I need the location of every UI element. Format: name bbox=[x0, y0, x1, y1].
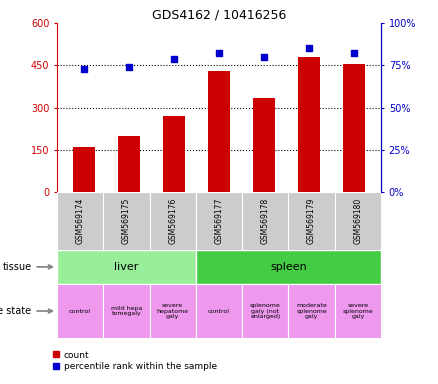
Bar bbox=[289, 284, 335, 338]
Text: severe
splenome
galy: severe splenome galy bbox=[343, 303, 373, 319]
Text: control: control bbox=[208, 308, 230, 314]
Bar bbox=[196, 284, 242, 338]
Bar bbox=[242, 284, 289, 338]
Text: spleen: spleen bbox=[270, 262, 307, 272]
Bar bbox=[73, 147, 95, 192]
Text: disease state: disease state bbox=[0, 306, 52, 316]
Point bbox=[215, 50, 223, 56]
Text: GSM569178: GSM569178 bbox=[261, 198, 270, 244]
Text: control: control bbox=[69, 308, 91, 314]
Bar bbox=[335, 192, 381, 250]
Bar bbox=[208, 71, 230, 192]
Bar bbox=[343, 64, 365, 192]
Legend: count, percentile rank within the sample: count, percentile rank within the sample bbox=[53, 351, 217, 371]
Text: mild hepa
tomegaly: mild hepa tomegaly bbox=[111, 306, 142, 316]
Text: GSM569180: GSM569180 bbox=[353, 198, 362, 244]
Bar bbox=[298, 57, 320, 192]
Bar bbox=[289, 192, 335, 250]
Bar bbox=[335, 284, 381, 338]
Text: tissue: tissue bbox=[2, 262, 52, 272]
Bar bbox=[103, 284, 149, 338]
Bar bbox=[242, 192, 289, 250]
Text: liver: liver bbox=[114, 262, 138, 272]
Bar bbox=[149, 284, 196, 338]
Point bbox=[170, 55, 177, 61]
Bar bbox=[196, 192, 242, 250]
Text: severe
hepatome
galy: severe hepatome galy bbox=[157, 303, 189, 319]
Bar bbox=[149, 192, 196, 250]
Text: GSM569175: GSM569175 bbox=[122, 198, 131, 244]
Bar bbox=[103, 192, 149, 250]
Text: moderate
splenome
galy: moderate splenome galy bbox=[296, 303, 327, 319]
Bar bbox=[57, 192, 103, 250]
Point bbox=[306, 45, 313, 51]
Bar bbox=[253, 98, 275, 192]
Text: GSM569176: GSM569176 bbox=[168, 198, 177, 244]
Point bbox=[125, 64, 132, 70]
Bar bbox=[57, 250, 196, 284]
Text: GSM569177: GSM569177 bbox=[215, 198, 223, 244]
Point bbox=[261, 54, 268, 60]
Bar bbox=[163, 116, 185, 192]
Text: GSM569179: GSM569179 bbox=[307, 198, 316, 244]
Bar bbox=[57, 284, 103, 338]
Title: GDS4162 / 10416256: GDS4162 / 10416256 bbox=[152, 9, 286, 22]
Point bbox=[81, 66, 88, 72]
Bar bbox=[118, 136, 140, 192]
Text: GSM569174: GSM569174 bbox=[76, 198, 85, 244]
Point bbox=[350, 50, 357, 56]
Text: splenome
galy (not
enlarged): splenome galy (not enlarged) bbox=[250, 303, 281, 319]
Bar bbox=[196, 250, 381, 284]
